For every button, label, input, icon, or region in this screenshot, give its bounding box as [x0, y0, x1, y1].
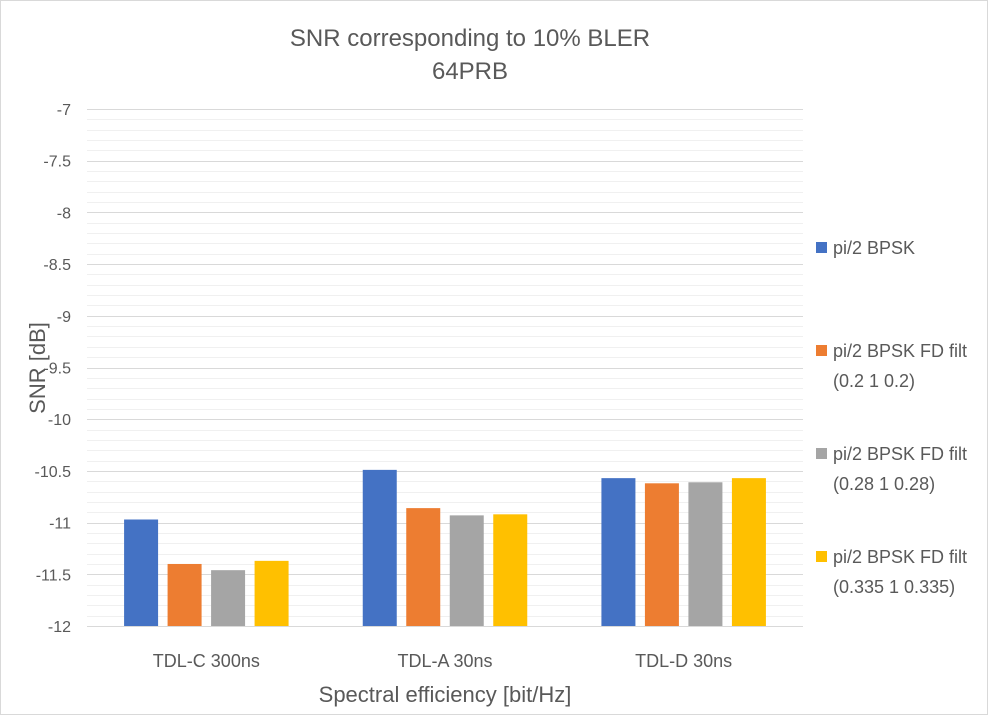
bar — [493, 514, 528, 626]
y-tick-label: -7.5 — [43, 154, 71, 171]
y-tick-label: -12 — [48, 619, 71, 636]
y-tick-label: -9.5 — [43, 361, 71, 378]
bar — [362, 469, 397, 626]
bar — [167, 563, 202, 626]
x-axis-label: Spectral efficiency [bit/Hz] — [319, 682, 572, 707]
legend-swatch — [816, 345, 827, 356]
x-tick-label: TDL-A 30ns — [397, 651, 492, 671]
bar — [124, 519, 159, 626]
legend-entry: (0.28 1 0.28) — [833, 474, 935, 494]
legend-entry: (0.335 1 0.335) — [833, 577, 955, 597]
legend-entry: pi/2 BPSK — [833, 238, 915, 258]
bar — [688, 482, 723, 626]
legend-entry: pi/2 BPSK FD filt — [833, 341, 967, 361]
bar — [601, 478, 636, 626]
x-tick-labels: TDL-C 300ns TDL-A 30ns TDL-D 30ns — [153, 651, 732, 671]
y-tick-label: -9 — [57, 309, 71, 326]
chart-subtitle: 64PRB — [432, 58, 508, 85]
x-tick-label: TDL-D 30ns — [635, 651, 732, 671]
y-tick-label: -10.5 — [35, 464, 72, 481]
bar — [406, 508, 441, 626]
legend: pi/2 BPSK pi/2 BPSK FD filt (0.2 1 0.2) pi/… — [816, 238, 967, 597]
bar — [211, 570, 246, 626]
chart-title: SNR corresponding to 10% BLER — [290, 25, 650, 52]
gridlines — [87, 109, 803, 627]
legend-swatch — [816, 448, 827, 459]
y-tick-label: -8.5 — [43, 257, 71, 274]
x-tick-label: TDL-C 300ns — [153, 651, 260, 671]
y-tick-labels: -12 -11.5 -11 -10.5 -10 -9.5 -9 -8.5 -8 -7.5 -7 — [35, 102, 72, 636]
y-tick-label: -11 — [49, 516, 71, 533]
bar — [449, 515, 484, 626]
bar — [644, 483, 679, 626]
legend-entry: pi/2 BPSK FD filt — [833, 444, 967, 464]
legend-swatch — [816, 242, 827, 253]
y-tick-label: -10 — [48, 412, 71, 429]
y-tick-label: -8 — [57, 205, 71, 222]
bar — [254, 560, 289, 626]
y-axis-label: SNR [dB] — [25, 322, 50, 414]
y-tick-label: -7 — [57, 102, 71, 119]
bars — [124, 469, 766, 626]
legend-swatch — [816, 551, 827, 562]
legend-entry: (0.2 1 0.2) — [833, 371, 915, 391]
y-tick-label: -11.5 — [36, 567, 71, 584]
bar — [731, 478, 766, 626]
legend-entry: pi/2 BPSK FD filt — [833, 547, 967, 567]
